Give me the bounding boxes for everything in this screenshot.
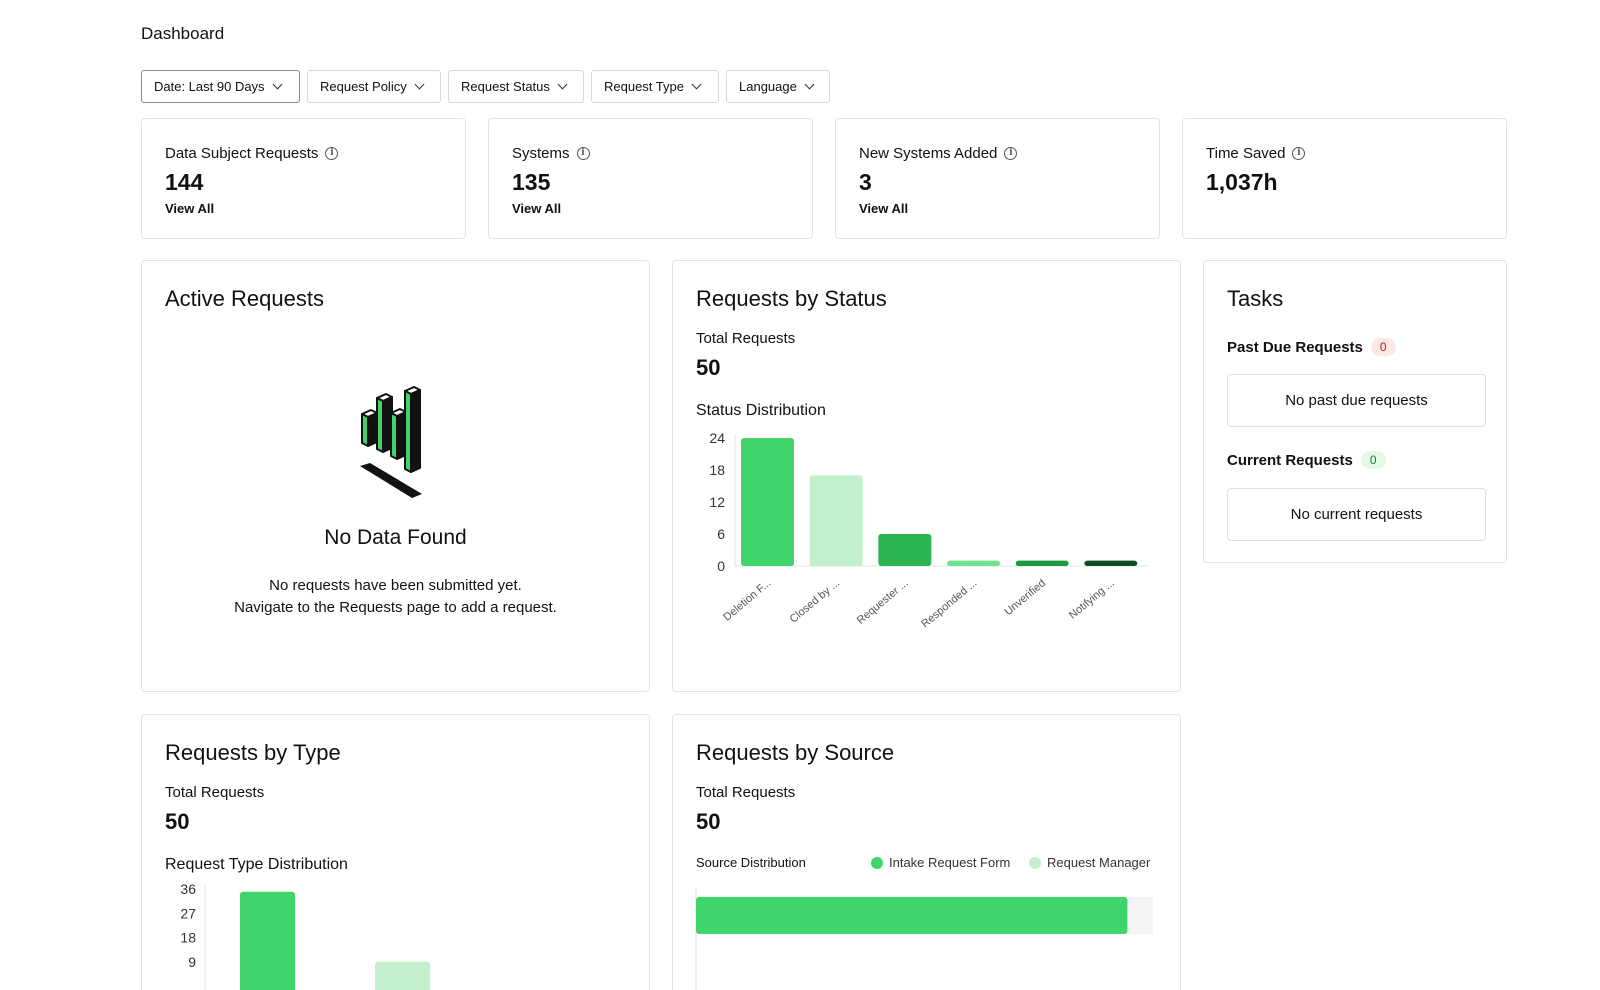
past-due-requests-label: Past Due Requests: [1227, 338, 1363, 356]
filter-request-type-label: Request Type: [604, 79, 684, 94]
source-distribution-chart: [695, 887, 1153, 990]
stat-card-new-systems-added: New Systems Added i 3 View All: [835, 118, 1160, 239]
chevron-down-icon: [272, 79, 283, 90]
x-tick-label: Unverified: [1002, 577, 1048, 618]
total-requests-label: Total Requests: [696, 784, 796, 801]
y-tick-label: 36: [180, 881, 196, 897]
no-data-message-line-2: Navigate to the Requests page to add a r…: [234, 599, 557, 616]
chevron-down-icon: [414, 79, 425, 90]
requests-by-type-card: Requests by Type Total Requests 50 Reque…: [141, 714, 650, 990]
current-count-badge: 0: [1360, 451, 1386, 469]
x-tick-label: Notifying ...: [1067, 577, 1117, 622]
filter-request-status-label: Request Status: [461, 79, 550, 94]
x-tick-label: Deletion F...: [721, 577, 773, 624]
no-data-title: No Data Found: [324, 526, 467, 549]
x-tick-label: Responded ...: [919, 577, 979, 630]
bar: [1015, 560, 1069, 566]
y-tick-label: 6: [717, 526, 725, 542]
legend-request-manager: Request Manager: [1029, 855, 1150, 870]
card-title: Requests by Type: [165, 740, 341, 765]
y-tick-label: 27: [180, 905, 196, 921]
stat-label: New Systems Added: [859, 145, 998, 162]
stat-value: 135: [512, 169, 551, 195]
legend-label: Request Manager: [1047, 855, 1151, 870]
stat-value: 3: [859, 169, 872, 195]
page-title: Dashboard: [141, 24, 225, 43]
total-requests-label: Total Requests: [696, 330, 796, 347]
stat-card-time-saved: Time Saved i 1,037h: [1182, 118, 1507, 239]
filter-bar: Date: Last 90 Days Request Policy Reques…: [141, 70, 830, 103]
bar: [947, 560, 1000, 566]
filter-language-label: Language: [739, 79, 797, 94]
card-title: Active Requests: [165, 286, 324, 311]
status-distribution-chart: 0 6 12 18 24 Deletion F... Closed by ... Reques…: [709, 430, 1147, 630]
bar-chart-illustration-icon: [360, 386, 422, 498]
current-requests-label: Current Requests: [1227, 451, 1353, 469]
current-empty-state: No current requests: [1227, 488, 1486, 541]
legend-dot-icon: [1029, 856, 1041, 869]
filter-date[interactable]: Date: Last 90 Days: [141, 70, 300, 103]
filter-request-status[interactable]: Request Status: [448, 70, 584, 103]
y-tick-label: 18: [180, 930, 196, 946]
y-tick-label: 24: [709, 430, 725, 446]
filter-language[interactable]: Language: [726, 70, 830, 103]
legend-dot-icon: [871, 856, 883, 869]
stat-card-data-subject-requests: Data Subject Requests i 144 View All: [141, 118, 466, 239]
bar-segment: [1127, 897, 1153, 934]
card-title: Requests by Status: [696, 286, 887, 311]
info-icon[interactable]: i: [325, 147, 339, 160]
past-due-count-badge: 0: [1370, 338, 1396, 356]
bar: [741, 438, 794, 566]
filter-date-label: Date: Last 90 Days: [154, 79, 265, 94]
view-all-link[interactable]: View All: [165, 201, 215, 216]
total-requests-value: 50: [165, 809, 190, 834]
y-tick-label: 18: [709, 462, 725, 478]
x-tick-label: Requester ...: [855, 577, 911, 627]
card-title: Tasks: [1227, 286, 1284, 311]
total-requests-value: 50: [696, 355, 721, 380]
request-type-distribution-chart: 9 18 27 36: [180, 881, 430, 990]
view-all-link[interactable]: View All: [512, 201, 562, 216]
info-icon[interactable]: i: [1004, 147, 1018, 160]
total-requests-label: Total Requests: [165, 784, 265, 801]
stat-label: Time Saved: [1206, 145, 1286, 162]
legend-intake-request-form: Intake Request Form: [871, 855, 1010, 870]
stat-label: Data Subject Requests: [165, 145, 319, 162]
requests-by-status-card: Requests by Status Total Requests 50 Sta…: [672, 260, 1181, 692]
no-data-message-line-1: No requests have been submitted yet.: [269, 577, 522, 594]
filter-request-policy[interactable]: Request Policy: [307, 70, 441, 103]
filter-request-policy-label: Request Policy: [320, 79, 407, 94]
source-distribution-label: Source Distribution: [696, 855, 806, 870]
bar: [878, 534, 932, 566]
chevron-down-icon: [557, 79, 568, 90]
status-distribution-label: Status Distribution: [696, 402, 826, 419]
info-icon[interactable]: i: [1292, 147, 1306, 160]
card-title: Requests by Source: [696, 740, 895, 765]
stat-card-systems: Systems i 135 View All: [488, 118, 813, 239]
tasks-card: Tasks Past Due Requests 0 No past due re…: [1203, 260, 1507, 563]
chevron-down-icon: [804, 79, 815, 90]
bar-segment: [696, 897, 1128, 934]
y-tick-label: 12: [709, 494, 725, 510]
bar: [375, 961, 430, 990]
stat-label: Systems: [512, 145, 570, 162]
bar: [1084, 560, 1138, 566]
x-tick-label: Closed by ...: [788, 577, 843, 625]
active-requests-card: Active Requests No Data Found No request…: [141, 260, 650, 692]
legend-label: Intake Request Form: [889, 855, 1011, 870]
info-icon[interactable]: i: [576, 147, 590, 160]
past-due-empty-state: No past due requests: [1227, 374, 1486, 427]
bar: [240, 891, 295, 990]
chevron-down-icon: [691, 79, 702, 90]
y-tick-label: 0: [717, 558, 725, 574]
stat-value: 1,037h: [1206, 169, 1278, 195]
y-tick-label: 9: [188, 954, 196, 970]
requests-by-source-card: Requests by Source Total Requests 50 Sou…: [672, 714, 1181, 990]
stat-value: 144: [165, 169, 204, 195]
bar: [809, 475, 863, 566]
filter-request-type[interactable]: Request Type: [591, 70, 719, 103]
view-all-link[interactable]: View All: [859, 201, 909, 216]
request-type-distribution-label: Request Type Distribution: [165, 856, 348, 873]
total-requests-value: 50: [696, 809, 721, 834]
